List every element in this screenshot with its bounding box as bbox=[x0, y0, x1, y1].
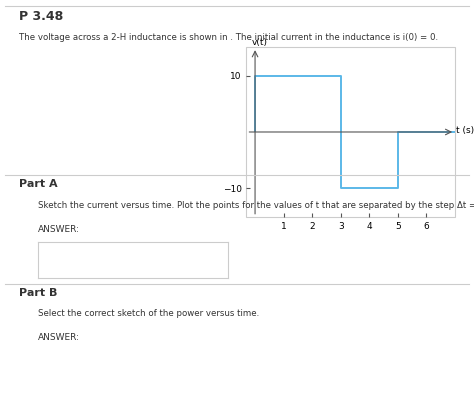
Text: P 3.48: P 3.48 bbox=[19, 10, 63, 23]
Text: Part B: Part B bbox=[19, 288, 57, 297]
Text: v(t): v(t) bbox=[251, 38, 267, 47]
Bar bbox=[246, 47, 455, 217]
Text: ANSWER:: ANSWER: bbox=[38, 333, 80, 342]
Text: ANSWER:: ANSWER: bbox=[38, 225, 80, 234]
Text: Select the correct sketch of the power versus time.: Select the correct sketch of the power v… bbox=[38, 309, 259, 318]
Text: Sketch the current versus time. Plot the points for the values of t that are sep: Sketch the current versus time. Plot the… bbox=[38, 201, 474, 210]
Text: t (s): t (s) bbox=[456, 126, 474, 135]
Text: The voltage across a 2-H inductance is shown in . The initial current in the ind: The voltage across a 2-H inductance is s… bbox=[19, 33, 438, 43]
Text: Part A: Part A bbox=[19, 179, 57, 189]
